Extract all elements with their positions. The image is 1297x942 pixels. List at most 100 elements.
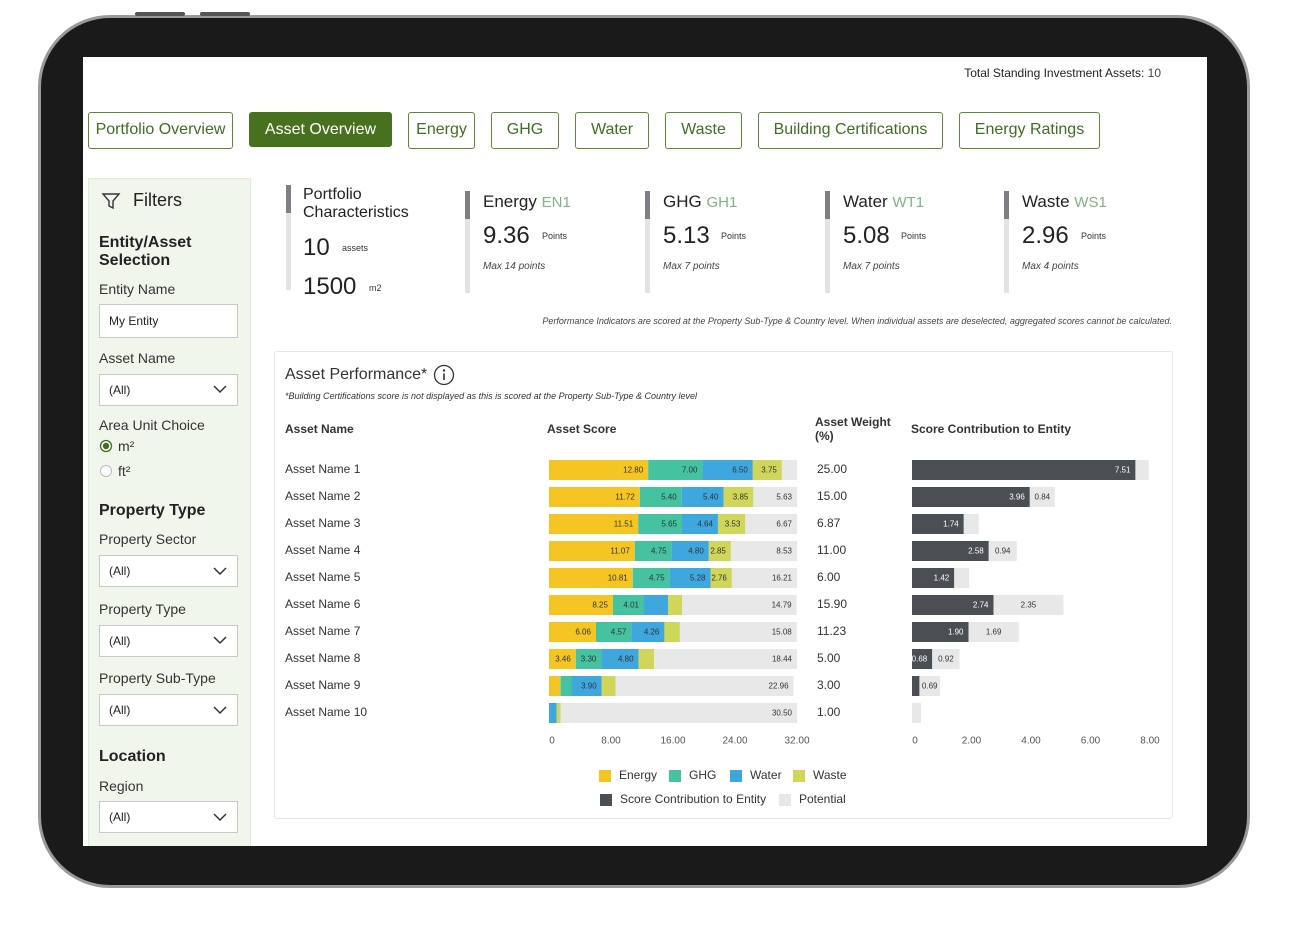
kpi-name: Water WT1 (843, 192, 924, 212)
bar-segment (601, 676, 616, 696)
tab-active[interactable]: Asset Overview (249, 112, 392, 147)
asset-performance-chart: Asset Name 1 Asset Name 2 Asset Name 3 Asse… (285, 460, 1160, 806)
dropdown[interactable]: (All) (99, 625, 238, 657)
section-title: Property Type (99, 502, 206, 519)
x-tick-label: 4.00 (1021, 736, 1041, 747)
area-unit: m2 (369, 283, 382, 293)
asset-weight: 1.00 (817, 705, 841, 719)
filter-panel (88, 178, 251, 846)
value-label: 12.80 (623, 466, 644, 475)
column-header: Asset Weight (%) (815, 415, 891, 443)
x-tick-label: 32.00 (784, 736, 809, 747)
kpi-value: 5.13 (663, 222, 710, 249)
value-label: 2.35 (1021, 601, 1037, 610)
asset-name: Asset Name 10 (285, 705, 367, 719)
kpi-value: 9.36 (483, 222, 530, 249)
value-label: 5.65 (661, 520, 677, 529)
card-title: Asset Performance* (285, 366, 428, 383)
asset-name: Asset Name 8 (285, 651, 361, 665)
bar-segment (1029, 487, 1055, 507)
filters-title: Filters (133, 190, 182, 210)
radio[interactable] (99, 464, 113, 478)
section-title: Entity/Asset Selection (99, 234, 192, 269)
bar-segment (993, 595, 1064, 615)
chevron (213, 636, 227, 645)
tab[interactable]: Building Certifications (758, 112, 943, 149)
bar-segment (560, 676, 572, 696)
value-label: 1.74 (943, 520, 959, 529)
bar-segment (571, 676, 602, 696)
dropdown[interactable]: (All) (99, 374, 238, 406)
tablet-button (200, 12, 250, 16)
filter-label: Entity Name (99, 281, 176, 297)
asset-weight: 11.00 (817, 543, 846, 557)
bar-segment (919, 676, 940, 696)
bar-segment (615, 676, 794, 696)
value-label: 18.44 (772, 655, 793, 664)
asset-name: Asset Name 9 (285, 678, 361, 692)
bar-segment (648, 460, 703, 480)
bar-segment (753, 487, 797, 507)
legend-swatch (793, 770, 805, 782)
bar-segment (781, 460, 797, 480)
kpi-code: WS1 (1074, 194, 1107, 211)
bar-segment (679, 622, 797, 642)
screen: Total Standing Investment Assets: 10 Por… (83, 57, 1207, 846)
bar-segment (595, 622, 632, 642)
value-label: 11.07 (610, 547, 630, 556)
value-label: 0.92 (938, 655, 954, 664)
bar-segment (644, 595, 669, 615)
dashboard: Total Standing Investment Assets: 10 Por… (83, 57, 1207, 846)
x-tick-label: 2.00 (962, 736, 982, 747)
dropdown[interactable]: (All) (99, 694, 238, 726)
bar-segment (1135, 460, 1149, 480)
kpi-max: Max 7 points (843, 261, 900, 272)
legend-swatch (730, 770, 742, 782)
tab[interactable]: Energy (408, 112, 475, 149)
asset-name: Asset Name 6 (285, 597, 361, 611)
dropdown[interactable]: (All) (99, 555, 238, 587)
text-input[interactable]: My Entity (99, 304, 238, 338)
info-icon[interactable] (433, 364, 455, 386)
kpi-unit: Points (542, 231, 568, 241)
value-label: 6.06 (575, 628, 591, 637)
value-label: 11.72 (615, 493, 635, 502)
bar-segment (912, 568, 955, 588)
value-label: 3.75 (761, 466, 777, 475)
kpi-code: GH1 (706, 194, 738, 211)
value-label: 2.58 (968, 547, 984, 556)
section-title: Location (99, 748, 166, 765)
value-label: 2.74 (973, 601, 989, 610)
bar-segment (988, 541, 1017, 561)
tab[interactable]: Water (575, 112, 649, 149)
radio-selected[interactable] (99, 439, 113, 453)
asset-weight: 6.87 (817, 516, 841, 530)
tab[interactable]: Waste (665, 112, 742, 149)
asset-name: Asset Name 2 (285, 489, 361, 503)
kpi-code: EN1 (541, 194, 571, 211)
dropdown[interactable]: (All) (99, 801, 238, 833)
bar-segment (912, 622, 969, 642)
kpi-bar (286, 185, 291, 290)
total-value: 10 (1147, 66, 1161, 80)
tab[interactable]: GHG (491, 112, 559, 149)
asset-name: Asset Name 7 (285, 624, 361, 638)
x-tick-label: 0 (549, 736, 555, 747)
value-label: 3.46 (555, 655, 571, 664)
kpi-bar (1004, 191, 1009, 293)
value-label: 3.85 (733, 493, 749, 502)
value-label: 4.26 (644, 628, 660, 637)
tab[interactable]: Portfolio Overview (88, 112, 233, 149)
kpi-label: Water (843, 192, 888, 211)
value-label: 3.96 (1009, 493, 1025, 502)
portfolio-title: Portfolio Characteristics (303, 186, 409, 221)
bar-segment (963, 514, 979, 534)
bar-segment (912, 460, 1136, 480)
bar-segment (575, 649, 602, 669)
legend-swatch (600, 794, 612, 806)
value-label: 7.00 (682, 466, 698, 475)
radio-label: ft² (118, 463, 131, 479)
bar-segment (669, 568, 711, 588)
tab[interactable]: Energy Ratings (959, 112, 1100, 149)
filter-label: Property Type (99, 601, 186, 617)
